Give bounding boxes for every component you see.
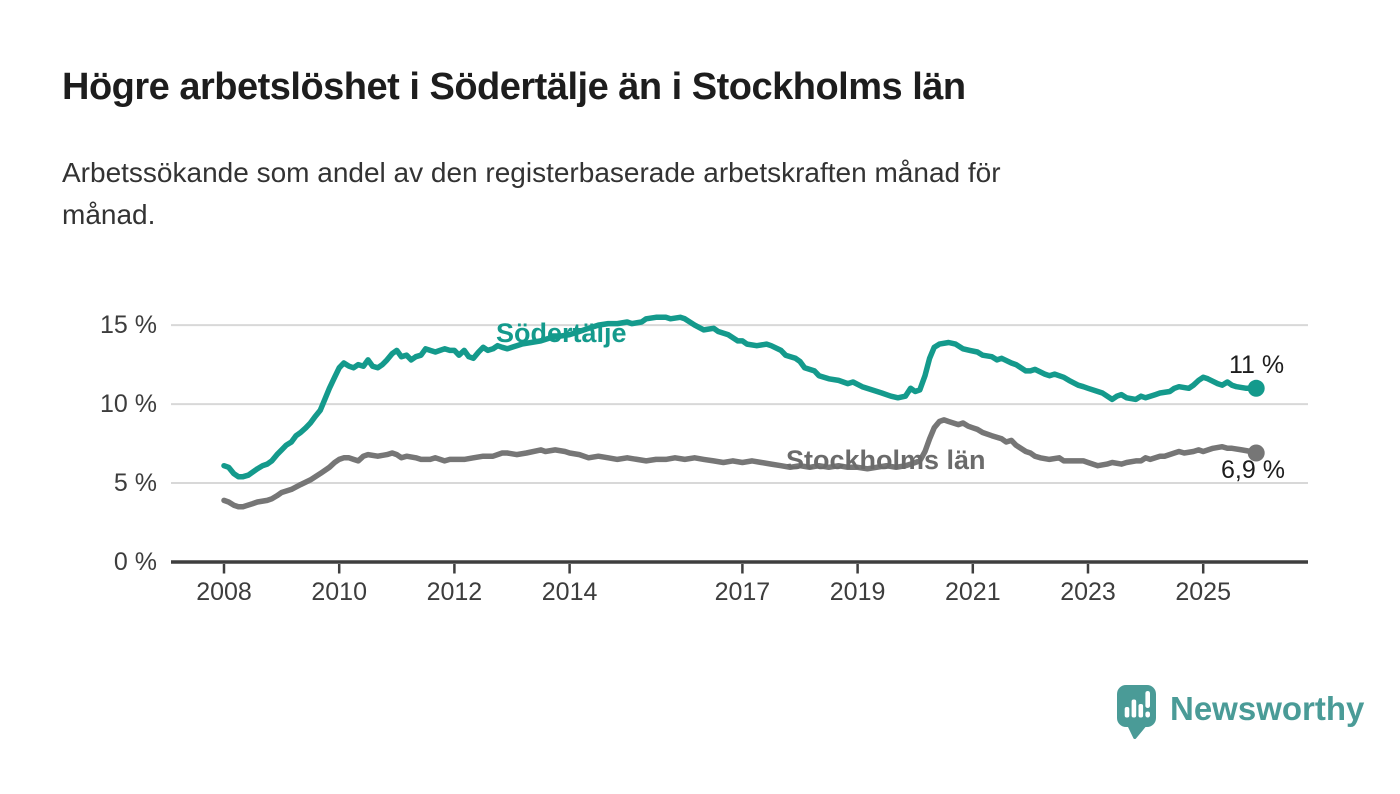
end-value-label-sodertalje: 11 %	[1229, 351, 1285, 379]
y-axis-label-5: 5 %	[113, 469, 157, 498]
page-subtitle-line-2: månad.	[62, 199, 156, 230]
series-label-stockholms-lan: Stockholms län	[786, 445, 986, 475]
series-label-sodertalje: Södertälje	[496, 318, 627, 348]
brand-footer: Newsworthy	[1116, 685, 1364, 739]
series-end-dot-0	[1247, 379, 1265, 397]
y-axis-label-0: 0 %	[113, 548, 157, 576]
series-line-1	[221, 417, 1259, 510]
x-axis-label-2023: 2023	[1060, 578, 1116, 606]
series-end-dot-1	[1247, 444, 1265, 462]
x-axis-label-2025: 2025	[1175, 578, 1231, 606]
x-axis-label-2017: 2017	[714, 578, 771, 606]
page-title: Högre arbetslöshet i Södertälje än i Sto…	[62, 66, 966, 108]
x-axis-label-2021: 2021	[944, 578, 1001, 606]
series-line-0	[221, 314, 1259, 480]
x-axis-label-2008: 2008	[196, 578, 252, 606]
x-axis-label-2014: 2014	[541, 578, 598, 606]
bar-chart-speech-bubble-icon	[1117, 685, 1156, 739]
y-axis-label-10: 10 %	[100, 390, 157, 419]
x-axis-label-2010: 2010	[311, 578, 367, 606]
y-axis-label-15: 15 %	[100, 311, 157, 340]
x-axis-label-2019: 2019	[829, 578, 886, 606]
brand-name: Newsworthy	[1170, 690, 1365, 727]
end-value-label-stockholms-lan: 6,9 %	[1221, 456, 1285, 484]
x-axis-label-2012: 2012	[426, 578, 483, 606]
page-subtitle-line-1: Arbetssökande som andel av den registerb…	[62, 157, 1001, 188]
